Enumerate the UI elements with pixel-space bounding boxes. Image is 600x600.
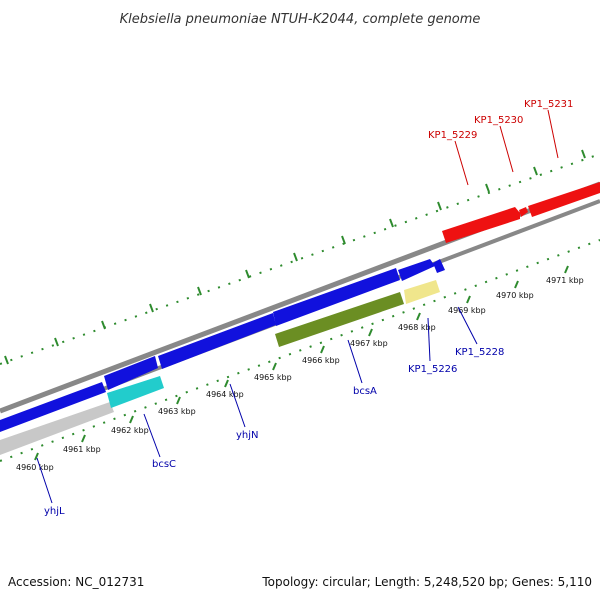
gene-label-KP1_5229[interactable]: KP1_5229 bbox=[428, 130, 477, 141]
gene-arrow-bcsA[interactable] bbox=[275, 292, 404, 347]
major-tick bbox=[197, 286, 202, 296]
major-tick bbox=[293, 252, 298, 262]
accession-text: Accession: NC_012731 bbox=[8, 575, 144, 589]
tick-label: 4969 kbp bbox=[448, 306, 486, 315]
label-leader-line bbox=[143, 413, 161, 458]
tick-label: 4970 kbp bbox=[496, 291, 534, 300]
lower-minor-ticks bbox=[0, 239, 600, 462]
label-leader-line bbox=[347, 339, 363, 384]
major-tick bbox=[368, 328, 373, 337]
gene-arrow-KP1_5230[interactable] bbox=[519, 207, 528, 217]
major-tick bbox=[416, 312, 421, 321]
label-leader-line bbox=[36, 457, 53, 504]
forward-gene-track bbox=[442, 182, 600, 243]
upper-tick-track bbox=[0, 153, 600, 365]
major-tick bbox=[101, 320, 106, 330]
gene-arrow-reverse-4[interactable] bbox=[273, 268, 400, 326]
tick-label: 4967 kbp bbox=[350, 339, 388, 348]
major-tick bbox=[34, 452, 39, 461]
major-tick bbox=[514, 280, 519, 289]
genome-info-text: Topology: circular; Length: 5,248,520 bp… bbox=[261, 575, 592, 589]
gene-arrow-KP1_5231[interactable] bbox=[528, 182, 600, 217]
gene-label-bcsA[interactable]: bcsA bbox=[353, 386, 377, 397]
gene-label-bcsC[interactable]: bcsC bbox=[152, 459, 176, 470]
gene-label-yhjN[interactable]: yhjN bbox=[236, 430, 259, 441]
tick-label: 4961 kbp bbox=[63, 445, 101, 454]
gene-arrow-reverse-2[interactable] bbox=[104, 356, 158, 390]
gene-label-yhjL[interactable]: yhjL bbox=[44, 506, 65, 517]
major-tick bbox=[581, 149, 586, 159]
tick-label: 4964 kbp bbox=[206, 390, 244, 399]
reverse-gene-labels: yhjL bcsC yhjN bcsA KP1_5226 KP1_5228 bbox=[36, 306, 504, 517]
label-leader-line bbox=[427, 317, 431, 362]
label-leader-line bbox=[229, 383, 246, 428]
tick-labels: 4960 kbp 4961 kbp 4962 kbp 4963 kbp 4964 kbp… bbox=[4, 149, 586, 472]
gene-arrow-reverse-6[interactable] bbox=[433, 259, 445, 273]
tick-label: 4962 kbp bbox=[111, 426, 149, 435]
major-tick bbox=[320, 345, 325, 354]
major-tick bbox=[341, 235, 346, 245]
gene-arrow-yhjL[interactable] bbox=[0, 402, 114, 455]
major-tick bbox=[437, 201, 442, 211]
lower-tick-track bbox=[0, 239, 600, 462]
major-tick bbox=[129, 415, 134, 424]
major-tick bbox=[149, 303, 154, 313]
major-tick bbox=[533, 166, 538, 176]
gene-arrow-KP1_5226[interactable] bbox=[404, 280, 440, 304]
gene-label-KP1_5228[interactable]: KP1_5228 bbox=[455, 347, 504, 358]
tick-label: 4968 kbp bbox=[398, 323, 436, 332]
label-leader-line bbox=[454, 140, 469, 186]
major-tick bbox=[245, 269, 250, 279]
gene-label-KP1_5231[interactable]: KP1_5231 bbox=[524, 99, 573, 110]
major-tick bbox=[4, 355, 9, 365]
major-tick bbox=[389, 218, 394, 228]
gene-arrow-KP1_5229[interactable] bbox=[442, 207, 520, 243]
gene-label-KP1_5230[interactable]: KP1_5230 bbox=[474, 115, 523, 126]
major-tick bbox=[272, 362, 277, 371]
major-tick bbox=[54, 337, 59, 347]
gene-arrow-reverse-3[interactable] bbox=[158, 313, 276, 369]
major-tick bbox=[466, 295, 471, 304]
gene-arrow-bcsC[interactable] bbox=[107, 376, 164, 408]
major-tick bbox=[176, 396, 181, 405]
gene-arrow-reverse-1[interactable] bbox=[0, 382, 106, 432]
major-tick bbox=[81, 434, 86, 443]
upper-minor-ticks bbox=[0, 153, 600, 365]
major-tick bbox=[564, 265, 569, 274]
reverse-gene-track bbox=[0, 259, 445, 455]
tick-label: 4966 kbp bbox=[302, 356, 340, 365]
tick-label: 4965 kbp bbox=[254, 373, 292, 382]
tick-label: 4971 kbp bbox=[546, 276, 584, 285]
major-tick bbox=[224, 379, 229, 388]
label-leader-line bbox=[499, 125, 514, 173]
label-leader-line bbox=[547, 109, 559, 159]
map-title: Klebsiella pneumoniae NTUH-K2044, comple… bbox=[120, 12, 481, 27]
tick-label: 4963 kbp bbox=[158, 407, 196, 416]
label-leader-line bbox=[457, 306, 478, 345]
gene-label-KP1_5226[interactable]: KP1_5226 bbox=[408, 364, 457, 375]
tick-label: 4960 kbp bbox=[16, 463, 54, 472]
gene-arrow-reverse-5[interactable] bbox=[398, 259, 435, 281]
major-tick bbox=[485, 183, 490, 193]
